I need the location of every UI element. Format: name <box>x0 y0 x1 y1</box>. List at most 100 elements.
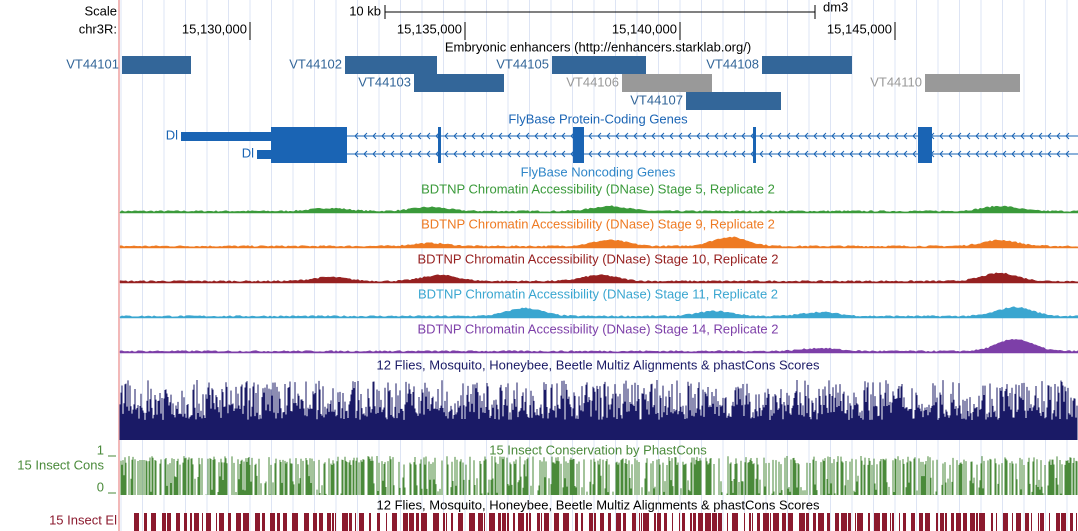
strand-arrow <box>840 132 845 140</box>
strand-arrow <box>543 150 548 158</box>
exon <box>271 145 347 163</box>
strand-arrow <box>696 150 701 158</box>
strand-arrow <box>462 150 467 158</box>
strand-arrow <box>507 132 512 140</box>
element <box>228 513 231 531</box>
enhancer-label: VT44105 <box>496 56 549 71</box>
element <box>890 513 891 531</box>
strand-arrow <box>552 150 557 158</box>
strand-arrow <box>1038 132 1043 140</box>
element <box>392 513 397 531</box>
track-title: 15 Insect Conservation by PhastCons <box>489 442 707 457</box>
strand-arrow <box>354 150 359 158</box>
strand-arrow <box>480 150 485 158</box>
element <box>956 513 961 531</box>
element <box>489 513 495 531</box>
element <box>951 513 954 531</box>
strand-arrow <box>561 150 566 158</box>
strand-arrow <box>363 132 368 140</box>
element <box>478 513 483 531</box>
element <box>632 513 636 531</box>
element <box>712 513 717 531</box>
strand-arrow <box>984 132 989 140</box>
strand-arrow <box>732 132 737 140</box>
element <box>216 513 217 531</box>
element <box>911 513 915 531</box>
element <box>936 513 938 531</box>
strand-arrow <box>615 150 620 158</box>
strand-arrow <box>714 132 719 140</box>
enhancer <box>762 56 852 74</box>
strand-arrow <box>642 132 647 140</box>
enhancer <box>414 74 504 92</box>
element <box>1061 513 1066 531</box>
element <box>292 513 298 531</box>
signal <box>119 338 1078 354</box>
element <box>970 513 975 531</box>
utr <box>257 150 271 159</box>
element <box>498 513 501 531</box>
element <box>575 513 578 531</box>
gene-label: Dl <box>242 145 254 160</box>
track-title: BDTNP Chromatin Accessibility (DNase) St… <box>417 321 778 336</box>
element <box>799 513 805 531</box>
strand-arrow <box>714 150 719 158</box>
element <box>848 513 851 531</box>
element <box>327 513 331 531</box>
strand-arrow <box>984 150 989 158</box>
strand-arrow <box>696 132 701 140</box>
strand-arrow <box>894 132 899 140</box>
enhancer <box>622 74 712 92</box>
signal <box>119 236 1078 249</box>
strand-arrow <box>606 132 611 140</box>
signal <box>119 306 1078 319</box>
strand-arrow <box>975 150 980 158</box>
strand-arrow <box>507 150 512 158</box>
strand-arrow <box>516 150 521 158</box>
strand-arrow <box>534 132 539 140</box>
scale-label: Scale <box>84 3 117 18</box>
track-label: 15 Insect El <box>49 512 117 527</box>
element <box>443 513 445 531</box>
exon <box>918 145 932 163</box>
strand-arrow <box>678 150 683 158</box>
element <box>176 513 180 531</box>
strand-arrow <box>705 132 710 140</box>
track-title: FlyBase Noncoding Genes <box>521 164 676 179</box>
element <box>763 513 769 531</box>
element <box>818 513 824 531</box>
element <box>976 513 978 531</box>
strand-arrow <box>399 132 404 140</box>
element <box>643 513 649 531</box>
strand-arrow <box>759 150 764 158</box>
strand-arrow <box>462 132 467 140</box>
element <box>194 513 199 531</box>
element <box>623 513 626 531</box>
strand-arrow <box>390 150 395 158</box>
strand-arrow <box>939 132 944 140</box>
strand-arrow <box>804 132 809 140</box>
strand-arrow <box>885 132 890 140</box>
strand-arrow <box>894 150 899 158</box>
position-label: 15,140,000 <box>612 21 677 36</box>
signal <box>119 205 1078 214</box>
strand-arrow <box>372 150 377 158</box>
element <box>484 513 485 531</box>
element <box>255 513 260 531</box>
element <box>744 513 745 531</box>
element <box>705 513 711 531</box>
element <box>1049 513 1050 531</box>
element <box>945 513 947 531</box>
strand-arrow <box>795 150 800 158</box>
exon <box>573 145 584 163</box>
strand-arrow <box>867 150 872 158</box>
strand-arrow <box>453 132 458 140</box>
assembly: dm3 <box>823 0 848 14</box>
strand-arrow <box>885 150 890 158</box>
strand-arrow <box>993 132 998 140</box>
element <box>184 513 187 531</box>
element <box>283 513 287 531</box>
exon <box>438 127 441 145</box>
strand-arrow <box>606 150 611 158</box>
